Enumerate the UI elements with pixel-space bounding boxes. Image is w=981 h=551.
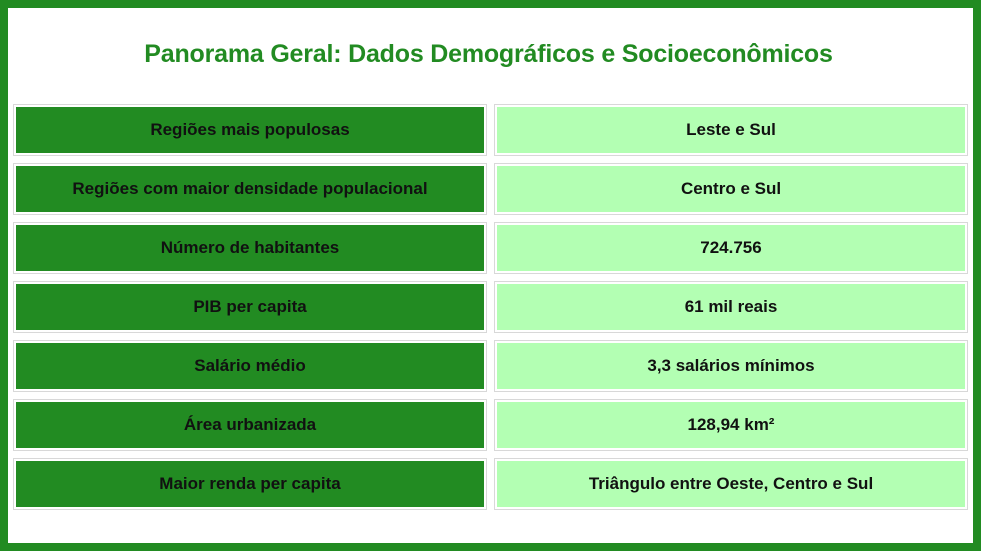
row-label: Maior renda per capita [13, 458, 487, 510]
row-label: Salário médio [13, 340, 487, 392]
table-row: Área urbanizada 128,94 km² [13, 399, 968, 451]
page-title: Panorama Geral: Dados Demográficos e Soc… [144, 40, 833, 68]
table-row: Regiões com maior densidade populacional… [13, 163, 968, 215]
row-label: Área urbanizada [13, 399, 487, 451]
row-value: Centro e Sul [494, 163, 968, 215]
row-value: 61 mil reais [494, 281, 968, 333]
table-row: Regiões mais populosas Leste e Sul [13, 104, 968, 156]
table-row: Número de habitantes 724.756 [13, 222, 968, 274]
row-label: Regiões com maior densidade populacional [13, 163, 487, 215]
data-table: Regiões mais populosas Leste e Sul Regiõ… [13, 104, 968, 518]
row-value: 724.756 [494, 222, 968, 274]
row-value: 3,3 salários mínimos [494, 340, 968, 392]
row-label: PIB per capita [13, 281, 487, 333]
row-label: Regiões mais populosas [13, 104, 487, 156]
row-value: Leste e Sul [494, 104, 968, 156]
row-value: Triângulo entre Oeste, Centro e Sul [494, 458, 968, 510]
row-value: 128,94 km² [494, 399, 968, 451]
table-row: PIB per capita 61 mil reais [13, 281, 968, 333]
row-label: Número de habitantes [13, 222, 487, 274]
table-row: Salário médio 3,3 salários mínimos [13, 340, 968, 392]
table-row: Maior renda per capita Triângulo entre O… [13, 458, 968, 510]
